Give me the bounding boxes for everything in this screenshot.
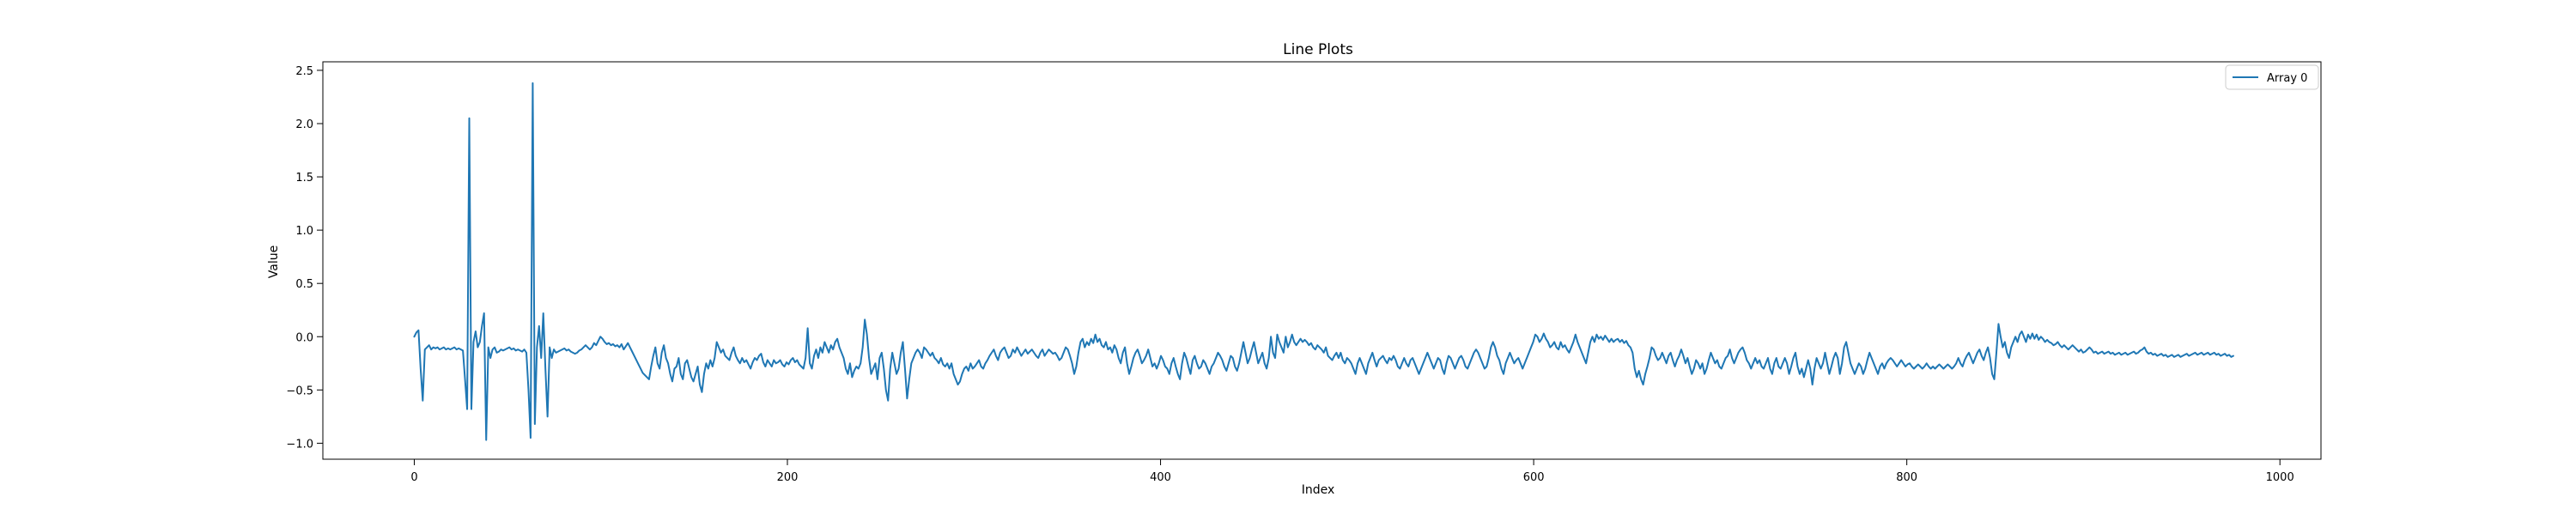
y-tick-label: −1.0 <box>286 438 313 451</box>
legend-label-array-0: Array 0 <box>2267 72 2307 85</box>
x-tick-label: 400 <box>1150 471 1171 484</box>
axes-frame <box>322 61 2322 460</box>
chart-title: Line Plots <box>1283 41 1353 58</box>
x-tick-label: 1000 <box>2266 471 2294 484</box>
y-tick-label: 1.5 <box>295 172 313 185</box>
series-line-array-0 <box>413 82 2234 441</box>
y-tick-label: 0.5 <box>295 278 313 291</box>
x-tick-label: 0 <box>410 471 417 484</box>
legend-frame <box>2225 64 2319 90</box>
x-axis-ticks: 0 200 400 600 800 1000 <box>410 459 2294 484</box>
x-tick-label: 200 <box>777 471 799 484</box>
y-tick-label: 2.0 <box>295 118 313 131</box>
y-tick-label: −0.5 <box>286 385 313 397</box>
legend: Array 0 <box>2225 64 2319 90</box>
y-tick-label: 0.0 <box>295 331 313 344</box>
x-tick-label: 600 <box>1523 471 1545 484</box>
y-axis-ticks: −1.0 −0.5 0.0 0.5 1.0 1.5 2.0 2.5 <box>286 65 323 451</box>
x-tick-label: 800 <box>1896 471 1917 484</box>
plot-area <box>413 82 2234 441</box>
x-axis-label: Index <box>1302 483 1335 497</box>
y-tick-label: 2.5 <box>295 65 313 78</box>
y-tick-label: 1.0 <box>295 225 313 238</box>
y-axis-label: Value <box>267 245 281 278</box>
